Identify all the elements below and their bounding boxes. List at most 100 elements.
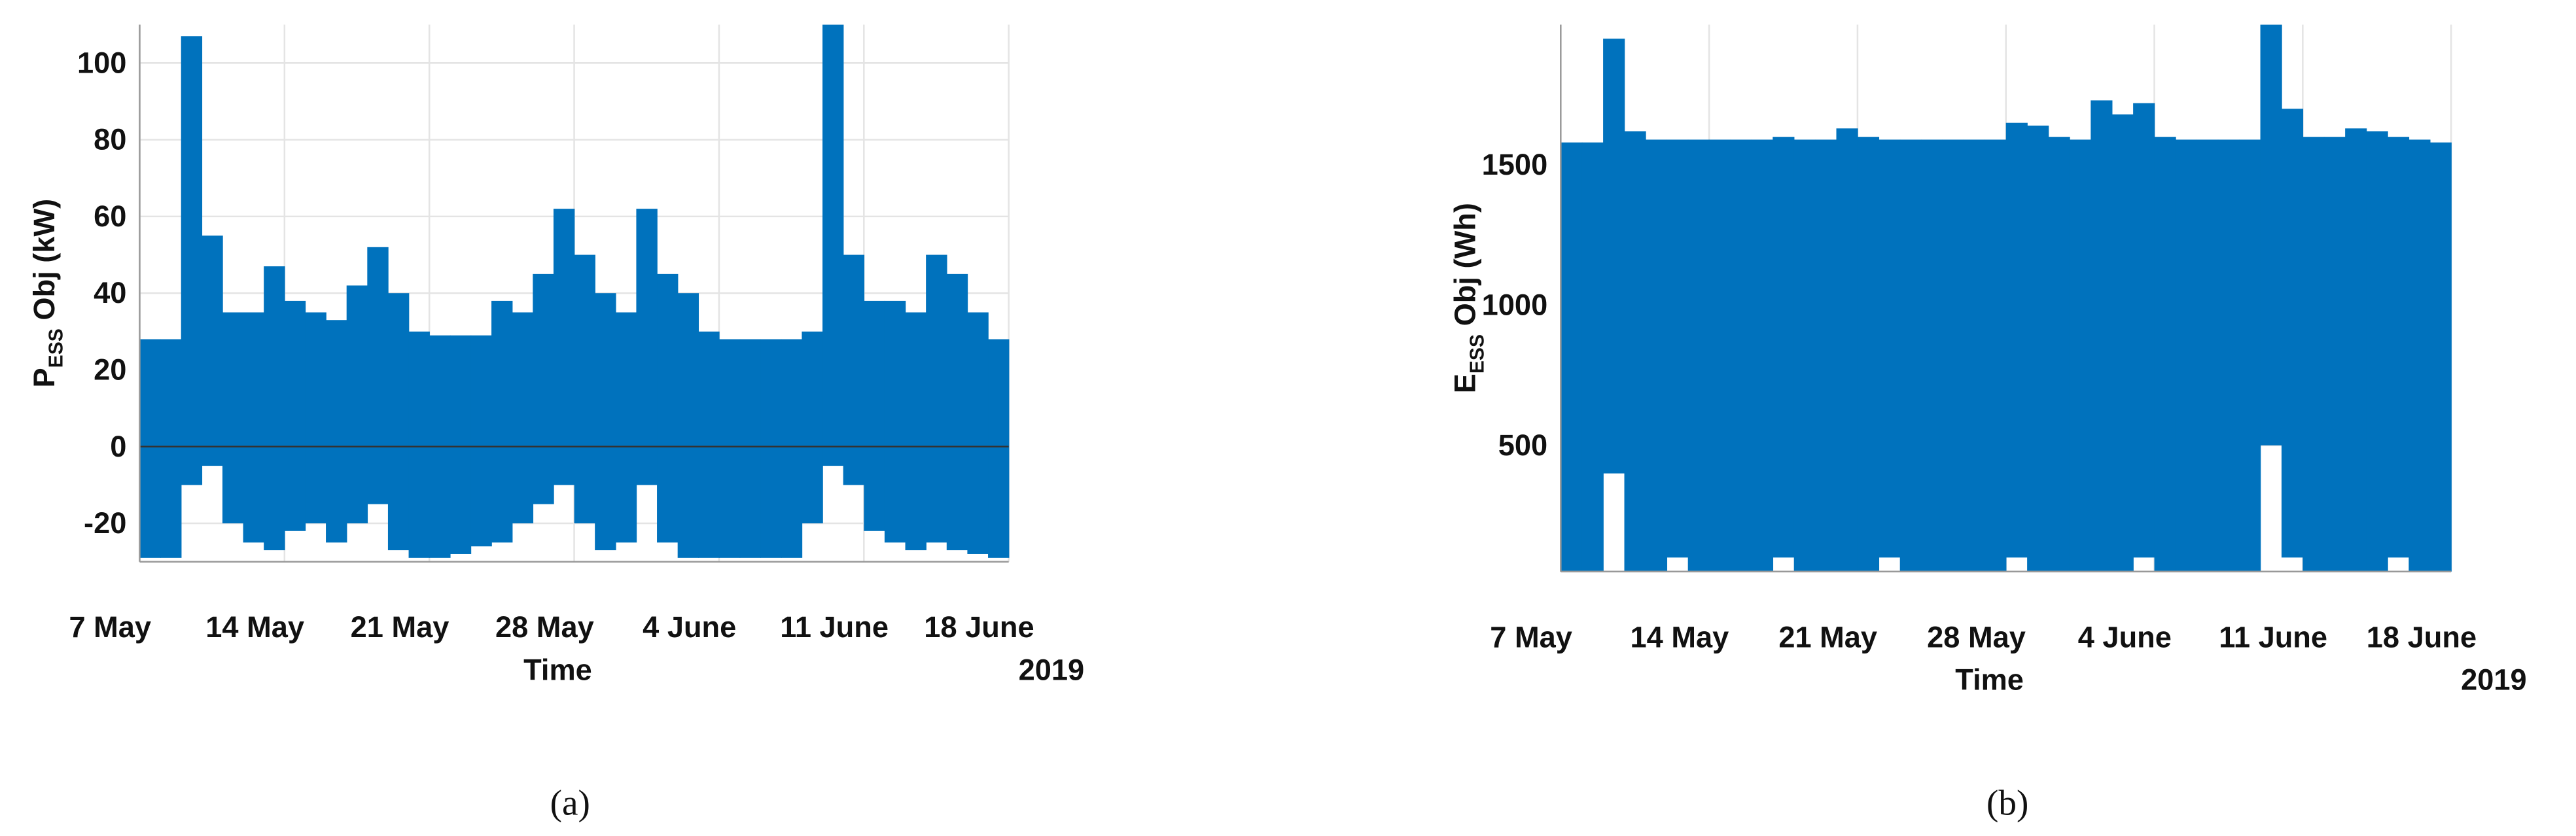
band-segment	[946, 273, 968, 551]
band-segment	[139, 339, 161, 558]
x-tick-label: 21 May	[351, 610, 450, 644]
band-segment	[202, 235, 223, 466]
band-segment	[1624, 131, 1646, 572]
band-segment	[1815, 139, 1837, 572]
x-tick-label: 4 June	[643, 610, 736, 644]
x-tick-label: 21 May	[1778, 620, 1877, 653]
x-tick-label: 18 June	[2367, 620, 2477, 653]
band-segment	[1709, 139, 1731, 572]
band-segment	[905, 312, 926, 551]
band-segment	[2281, 109, 2304, 558]
x-axis-label: Time	[523, 653, 592, 686]
caption: (a)	[550, 782, 590, 822]
band-segment	[243, 312, 264, 543]
band-segment	[1603, 39, 1625, 474]
x-tick-label: 14 May	[205, 610, 304, 644]
band-segment	[181, 36, 203, 485]
band-segment	[864, 300, 885, 531]
band-segment	[1921, 139, 1943, 572]
band-segment	[1963, 139, 1986, 572]
band-segment	[2091, 100, 2113, 572]
band-segment	[2069, 139, 2092, 572]
y-tick-label: 0	[110, 430, 126, 463]
band-segment	[843, 254, 865, 485]
band-segment	[1773, 137, 1795, 558]
band-segment	[2387, 137, 2410, 558]
band-segment	[2027, 126, 2049, 572]
band-segment	[1561, 142, 1583, 572]
y-axis-label: PESS Obj (kW)	[27, 199, 67, 388]
band-segment	[967, 312, 989, 554]
x-tick-label: 11 June	[780, 610, 889, 644]
band-segment	[781, 339, 803, 558]
band-segment	[636, 209, 658, 485]
y-tick-label: 20	[94, 353, 126, 387]
x-year-label: 2019	[2461, 663, 2527, 697]
x-axis-label: Time	[1955, 663, 2024, 697]
band-segment	[450, 335, 472, 554]
band-segment	[305, 312, 326, 524]
band-segment	[595, 293, 616, 551]
band-segment	[802, 331, 823, 524]
band-segment	[2303, 137, 2325, 572]
band-segment	[1645, 139, 1668, 572]
y-label-rest: Obj (kW)	[27, 199, 61, 321]
x-tick-label: 28 May	[495, 610, 594, 644]
band-segment	[988, 339, 1010, 558]
band-segment	[1942, 139, 1964, 572]
band-segment	[2366, 131, 2388, 572]
band-segment	[264, 266, 285, 551]
band-segment	[222, 312, 244, 524]
y-tick-label: 60	[94, 200, 126, 233]
band-segment	[284, 300, 306, 531]
y-label-main: E	[1449, 374, 1482, 393]
band-segment	[1899, 139, 1922, 572]
band-segment	[512, 312, 534, 524]
band-segment	[491, 300, 513, 543]
band-segment	[760, 339, 782, 558]
band-segment	[2408, 139, 2431, 572]
subplot: 500 1000 1500 7 May 14 May 21 May 28 May 4 June…	[1449, 24, 2527, 822]
band-segment	[2345, 128, 2367, 572]
band-segment	[615, 312, 637, 543]
band-segment	[718, 339, 741, 558]
band-segment	[926, 254, 947, 543]
band-segment	[408, 331, 430, 558]
subplot: -20 0 20 40 60 80 100 7 May 14 May 21 May 28 May 4 …	[27, 24, 1084, 822]
y-tick-label: 40	[94, 276, 126, 309]
band-segment	[1687, 139, 1710, 572]
y-label-sub: ESS	[45, 328, 67, 368]
caption: (b)	[1986, 782, 2028, 822]
band-segment	[1879, 139, 1901, 558]
y-axis-label: EESS Obj (Wh)	[1449, 203, 1489, 393]
band-segment	[1730, 139, 1752, 572]
band-segment	[1985, 139, 2007, 572]
band-segment	[2048, 137, 2070, 572]
band-segment	[1667, 139, 1689, 558]
band-segment	[1751, 139, 1774, 572]
y-tick-label: 100	[77, 46, 126, 79]
band-segment	[739, 339, 761, 558]
x-tick-label: 28 May	[1927, 620, 2026, 653]
y-tick-label: 1000	[1482, 288, 1548, 321]
band-segment	[884, 300, 906, 543]
band-segment	[2323, 137, 2346, 572]
y-tick-label: 500	[1498, 428, 1547, 462]
y-label-rest: Obj (Wh)	[1449, 203, 1482, 326]
band-segment	[2111, 114, 2134, 572]
y-label-sub: ESS	[1466, 334, 1488, 374]
band-segment	[346, 285, 368, 524]
band-segment	[160, 339, 182, 558]
band-segment	[553, 209, 575, 485]
band-segment	[2154, 137, 2176, 572]
band-segment	[1793, 139, 1816, 572]
band-segment	[2217, 139, 2240, 572]
band-segment	[2239, 139, 2261, 572]
band-segment	[2175, 139, 2198, 572]
y-tick-label: -20	[84, 506, 126, 540]
x-tick-label: 14 May	[1631, 620, 1729, 653]
band-segment	[2005, 122, 2028, 558]
band-segment	[1857, 137, 1880, 572]
y-tick-label: 1500	[1482, 148, 1548, 181]
